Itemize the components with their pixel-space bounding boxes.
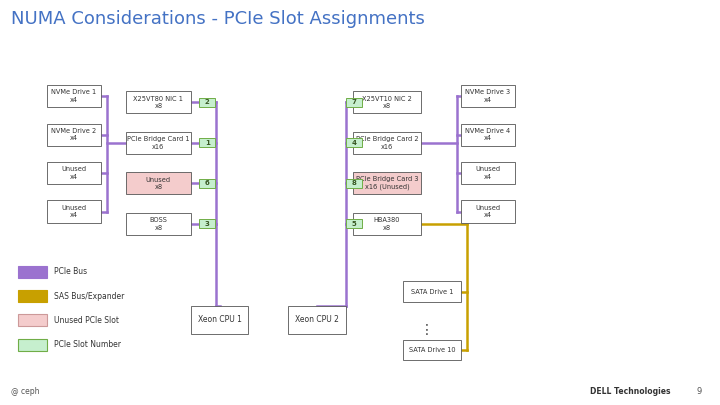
- Text: ⋮: ⋮: [419, 323, 433, 337]
- Text: 8: 8: [352, 180, 356, 186]
- FancyBboxPatch shape: [47, 85, 101, 107]
- Text: NVMe Drive 4
x4: NVMe Drive 4 x4: [465, 128, 510, 141]
- FancyBboxPatch shape: [288, 306, 346, 334]
- FancyBboxPatch shape: [126, 213, 191, 235]
- Text: Xeon CPU 2: Xeon CPU 2: [295, 315, 338, 324]
- FancyBboxPatch shape: [353, 132, 421, 154]
- FancyBboxPatch shape: [18, 290, 47, 302]
- Text: Unused
x4: Unused x4: [475, 166, 500, 180]
- FancyBboxPatch shape: [353, 213, 421, 235]
- FancyBboxPatch shape: [199, 139, 215, 147]
- Text: 4: 4: [352, 140, 356, 146]
- FancyBboxPatch shape: [403, 340, 461, 360]
- FancyBboxPatch shape: [346, 220, 362, 228]
- Text: Unused PCIe Slot: Unused PCIe Slot: [54, 316, 119, 325]
- FancyBboxPatch shape: [346, 179, 362, 188]
- Text: SATA Drive 1: SATA Drive 1: [411, 289, 453, 294]
- Text: 1: 1: [205, 140, 210, 146]
- Text: PCIe Bridge Card 2
x16: PCIe Bridge Card 2 x16: [356, 136, 418, 149]
- FancyBboxPatch shape: [461, 124, 515, 146]
- Text: DELL Technologies: DELL Technologies: [590, 387, 671, 396]
- FancyBboxPatch shape: [199, 98, 215, 107]
- Text: 3: 3: [205, 221, 210, 227]
- FancyBboxPatch shape: [126, 172, 191, 194]
- FancyBboxPatch shape: [199, 179, 215, 188]
- Text: NVMe Drive 3
x4: NVMe Drive 3 x4: [465, 90, 510, 103]
- Text: NVMe Drive 2
x4: NVMe Drive 2 x4: [51, 128, 96, 141]
- FancyBboxPatch shape: [461, 200, 515, 223]
- Text: NUMA Considerations - PCIe Slot Assignments: NUMA Considerations - PCIe Slot Assignme…: [11, 10, 425, 28]
- FancyBboxPatch shape: [403, 281, 461, 302]
- FancyBboxPatch shape: [353, 172, 421, 194]
- Text: @ ceph: @ ceph: [11, 387, 40, 396]
- Text: BOSS
x8: BOSS x8: [150, 217, 167, 230]
- Text: Xeon CPU 1: Xeon CPU 1: [198, 315, 241, 324]
- Text: 7: 7: [352, 99, 356, 105]
- FancyBboxPatch shape: [346, 98, 362, 107]
- FancyBboxPatch shape: [461, 162, 515, 184]
- Text: 6: 6: [205, 180, 210, 186]
- Text: X25VT80 NIC 1
x8: X25VT80 NIC 1 x8: [133, 96, 184, 109]
- FancyBboxPatch shape: [199, 220, 215, 228]
- Text: 2: 2: [205, 99, 210, 105]
- FancyBboxPatch shape: [18, 314, 47, 326]
- FancyBboxPatch shape: [346, 139, 362, 147]
- Text: PCIe Slot Number: PCIe Slot Number: [54, 340, 121, 349]
- FancyBboxPatch shape: [18, 266, 47, 278]
- FancyBboxPatch shape: [47, 200, 101, 223]
- FancyBboxPatch shape: [191, 306, 248, 334]
- Text: PCIe Bus: PCIe Bus: [54, 267, 87, 276]
- Text: X25VT10 NIC 2
x8: X25VT10 NIC 2 x8: [362, 96, 412, 109]
- Text: Unused
x4: Unused x4: [61, 205, 86, 218]
- Text: SATA Drive 10: SATA Drive 10: [409, 347, 455, 353]
- Text: Unused
x4: Unused x4: [475, 205, 500, 218]
- FancyBboxPatch shape: [353, 91, 421, 113]
- Text: SAS Bus/Expander: SAS Bus/Expander: [54, 292, 125, 301]
- Text: 9: 9: [697, 387, 702, 396]
- FancyBboxPatch shape: [18, 339, 47, 351]
- Text: HBA380
x8: HBA380 x8: [374, 217, 400, 230]
- Text: PCIe Bridge Card 3
x16 (Unused): PCIe Bridge Card 3 x16 (Unused): [356, 176, 418, 190]
- Text: Unused
x8: Unused x8: [146, 177, 171, 190]
- Text: 5: 5: [352, 221, 356, 227]
- Text: PCIe Bridge Card 1
x16: PCIe Bridge Card 1 x16: [127, 136, 189, 149]
- Text: Unused
x4: Unused x4: [61, 166, 86, 180]
- FancyBboxPatch shape: [461, 85, 515, 107]
- FancyBboxPatch shape: [47, 162, 101, 184]
- FancyBboxPatch shape: [126, 91, 191, 113]
- FancyBboxPatch shape: [126, 132, 191, 154]
- Text: NVMe Drive 1
x4: NVMe Drive 1 x4: [51, 90, 96, 103]
- FancyBboxPatch shape: [47, 124, 101, 146]
